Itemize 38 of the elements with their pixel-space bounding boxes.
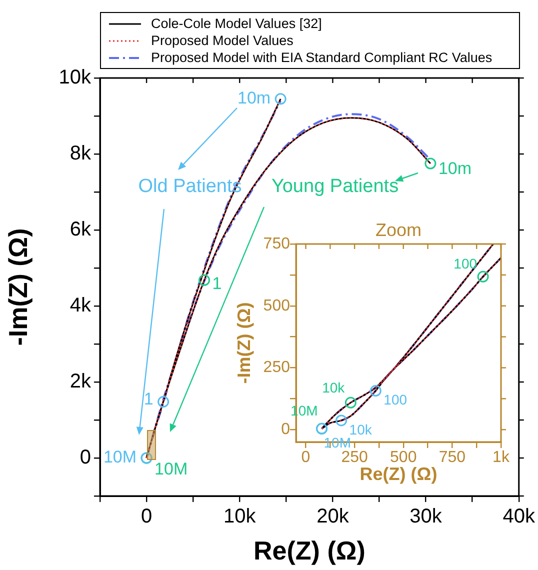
x-tick-label: 40k (502, 506, 536, 528)
x-tick-label: 10k (224, 506, 257, 528)
y-tick-label: 750 (263, 235, 290, 252)
annotation: 100 (454, 256, 478, 272)
y-tick-label: 250 (263, 359, 290, 376)
y-tick-label: 2k (70, 370, 92, 393)
annotation: 1 (212, 274, 222, 293)
y-tick-label: 10k (58, 66, 92, 89)
x-tick-label: 0 (140, 506, 152, 528)
x-tick-label: 30k (410, 506, 443, 528)
x-axis-title: Re(Z) (Ω) (254, 536, 366, 566)
annotation: 10M (154, 460, 188, 479)
y-tick-label: 0 (281, 421, 290, 438)
x-tick-label: 250 (341, 449, 368, 466)
y-tick-label: 500 (263, 297, 290, 314)
y-tick-label: 4k (70, 294, 92, 317)
annotation: 100 (384, 392, 408, 408)
x-tick-label: 0 (301, 449, 310, 466)
annotation: 1 (144, 389, 154, 408)
annotation: 10M (103, 448, 137, 467)
x-tick-label: 20k (316, 506, 350, 528)
x-axis-title: Re(Z) (Ω) (360, 464, 438, 484)
x-tick-label: 750 (438, 449, 466, 466)
x-tick-label: 500 (390, 449, 417, 466)
y-tick-label: 8k (70, 142, 92, 165)
y-axis-title: -Im(Z) (Ω) (234, 302, 254, 384)
legend-label: Proposed Model Values (151, 32, 294, 49)
annotation: 10m (238, 88, 271, 108)
annotation: 10k (322, 380, 346, 396)
legend-label: Cole-Cole Model Values [32] (151, 15, 322, 32)
x-tick-label: 1k (492, 449, 510, 466)
legend-label: Proposed Model with EIA Standard Compliant RC Values (151, 49, 492, 66)
annotation: 10k (349, 421, 373, 438)
annotation: Young Patients (271, 176, 399, 198)
annotation: 10m (438, 159, 472, 178)
y-axis-title: -Im(Z) (Ω) (2, 228, 33, 346)
chart-title: Zoom (375, 220, 422, 240)
y-tick-label: 6k (70, 218, 92, 241)
